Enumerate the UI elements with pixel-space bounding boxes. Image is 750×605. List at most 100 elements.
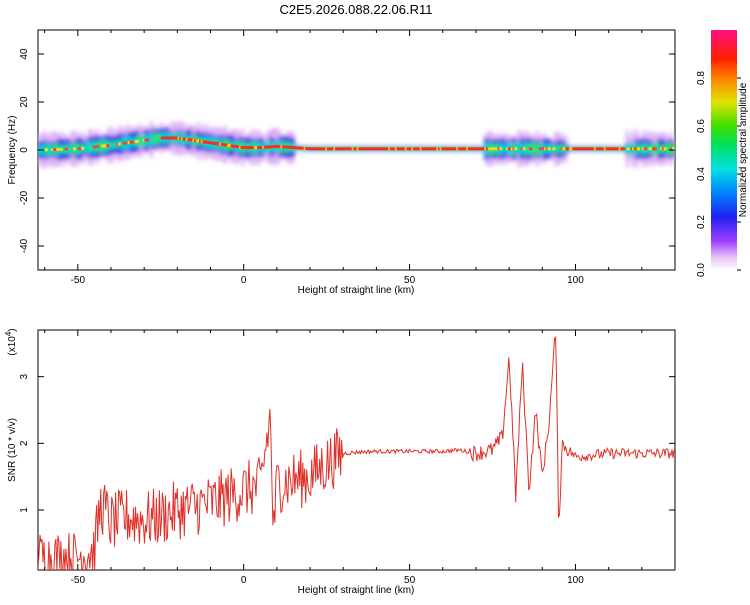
spectrogram-core-cell [673,147,675,151]
spectrogram-core-cell [145,138,149,142]
spectrogram-core-cell [615,147,619,151]
spectrogram-core-cell [610,147,614,151]
spectrogram-core-cell [439,147,443,151]
spectrogram-cell [89,143,94,152]
spectrogram-core-cell [223,143,227,147]
spectrogram-xtick-label: 0 [241,275,247,286]
spectrogram-cell [46,144,51,155]
spectrogram-core-cell [474,147,478,151]
spectrogram-core-cell [106,144,110,147]
spectrogram-core-cell [182,137,186,141]
spectrogram-core-cell [230,144,234,148]
spectrogram-core-cell [267,145,271,149]
spectrogram-core-cell [104,144,108,148]
spectrogram-heat [38,120,675,169]
spectrogram-core-cell [116,142,120,146]
spectrogram-core-cell [520,147,524,151]
spectrogram-core-cell [368,147,372,151]
spectrogram-xtick-label: 50 [404,275,416,286]
spectrogram-core-cell [51,148,55,151]
spectrogram-core-cell [64,147,68,151]
spectrogram-cell [112,140,117,149]
spectrogram-core-cell [394,147,398,151]
spectrogram-cell [646,145,651,153]
spectrogram-core-cell [167,136,171,140]
snr-ytick-label: 1 [19,507,30,513]
spectrogram-cell [556,145,561,153]
spectrogram-core-cell [413,147,417,151]
spectrogram-core-cell [379,147,383,151]
spectrogram-core-cell [421,147,425,151]
spectrogram-core-cell [53,148,57,151]
spectrogram-cell [527,143,532,155]
spectrogram-core-cell [341,147,345,151]
spectrogram-core-cell [144,138,148,142]
spectrogram-core-cell [663,147,667,151]
spectrogram-core-cell [434,147,438,151]
spectrogram-core-cell [189,138,193,142]
spectrogram-xtick-label: -50 [71,275,86,286]
spectrogram-core-cell [593,147,597,151]
spectrogram-core-cell [592,147,596,151]
spectrogram-ytick-label: -20 [19,190,30,205]
spectrogram-core-cell [462,147,466,151]
spectrogram-core-cell [243,146,247,150]
spectrogram-core-cell [308,147,312,151]
spectrogram-core-cell [175,136,179,140]
spectrogram-core-cell [567,147,571,151]
spectrogram-core-cell [580,147,584,151]
spectrogram-core-cell [404,147,408,151]
spectrogram-core-cell [426,147,430,151]
spectrogram-core-cell [583,147,587,151]
spectrogram-cell [67,144,72,154]
spectrogram-core-cell [401,147,405,151]
spectrogram-core-cell [180,137,184,141]
spectrogram-core-cell [212,141,216,145]
spectrogram-core-cell [494,147,498,151]
spectrogram-core-cell [240,145,244,149]
colorbar-label: Normalized spectral amplitude [738,82,749,217]
spectrogram-core-cell [313,147,317,151]
spectrogram-cell [500,145,505,153]
spectrogram-core-cell [671,147,675,151]
spectrogram-core-cell [627,147,631,151]
spectrogram-core-cell [459,147,463,151]
snr-ytick-label: 3 [19,373,30,379]
spectrogram-cell [110,141,115,149]
spectrogram-core-cell [542,147,546,151]
spectrogram-core-cell [442,147,446,151]
spectrogram-core-cell [595,147,599,151]
spectrogram-core-cell [562,147,566,151]
spectrogram-core-cell [320,147,324,151]
spectrogram-core-cell [497,147,501,151]
spectrogram-core-cell [364,147,368,151]
spectrogram-core-cell [389,147,393,151]
spectrogram-core-cell [235,145,239,149]
spectrogram-core-cell [418,147,422,151]
spectrogram-core-cell [491,147,495,151]
spectrogram-cell [638,145,643,152]
spectrogram-core-cell [301,146,305,150]
spectrogram-ylabel: Frequency (Hz) [7,116,18,185]
spectrogram-core-cell [391,147,395,151]
spectrogram-core-cell [476,147,480,151]
spectrogram-core-cell [101,144,105,148]
spectrogram-core-cell [268,145,272,149]
spectrogram-core-cell [238,145,242,149]
spectrogram-core-cell [651,147,655,151]
spectrogram-core-cell [217,142,221,146]
spectrogram-core-cell [277,145,281,148]
spectrogram-cell [86,141,91,154]
spectrogram-core-cell [587,147,591,151]
spectrogram-core-cell [653,147,657,151]
spectrogram-core-cell [416,147,420,151]
spectrogram-core-cell [590,147,594,151]
spectrogram-core-cell [122,141,126,145]
spectrogram-core-cell [568,147,572,151]
colorbar-ticks: 0.0 0.2 0.4 0.6 0.8 [696,71,741,277]
spectrogram-core-cell [232,144,236,148]
spectrogram-core-cell [384,147,388,151]
spectrogram-core-cell [187,138,191,142]
snr-xtick-label: -50 [71,575,86,586]
spectrogram-core-cell [253,146,257,150]
